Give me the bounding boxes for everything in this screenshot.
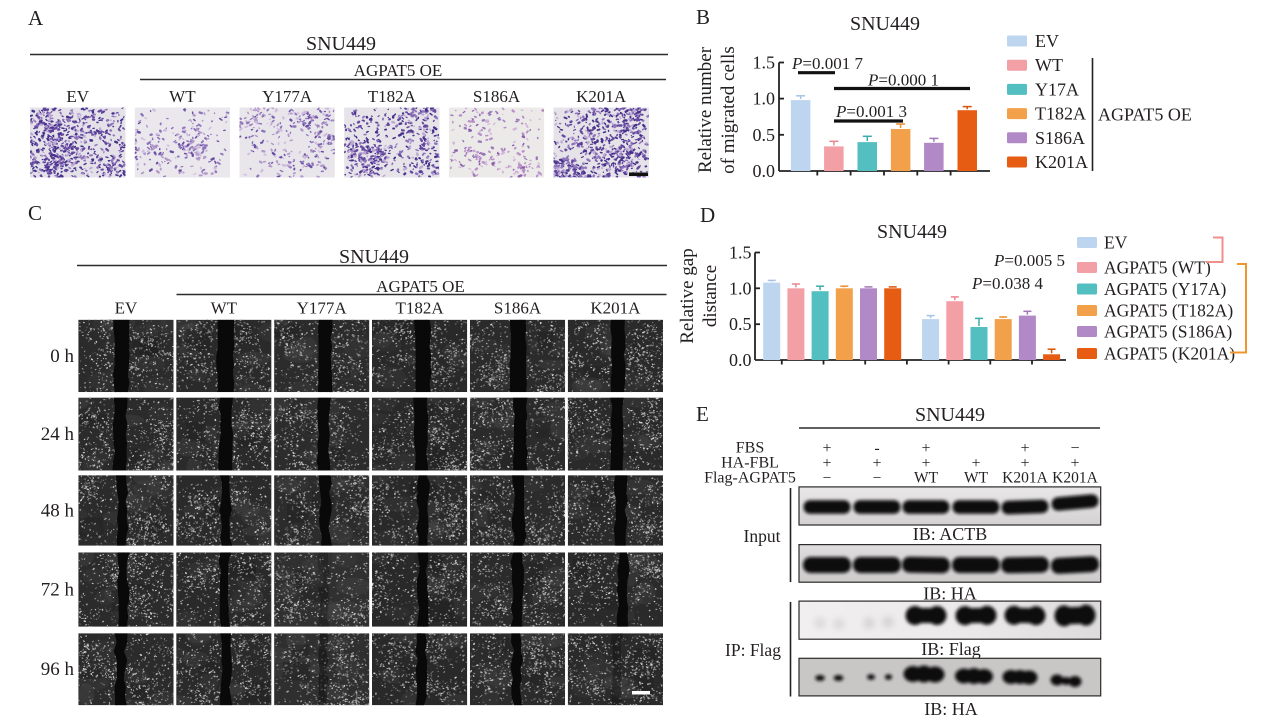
svg-text:HA-FBL: HA-FBL [721, 455, 779, 472]
svg-text:Y17A: Y17A [1035, 79, 1079, 99]
svg-text:AGPAT5 OE: AGPAT5 OE [376, 277, 465, 296]
svg-text:S186A: S186A [1035, 128, 1085, 148]
svg-text:Flag-AGPAT5: Flag-AGPAT5 [704, 470, 796, 487]
svg-text:0 h: 0 h [50, 346, 74, 367]
svg-text:K201A: K201A [1052, 470, 1098, 487]
svg-text:AGPAT5 OE: AGPAT5 OE [354, 61, 443, 80]
svg-text:C: C [28, 201, 42, 225]
svg-text:S186A: S186A [473, 87, 521, 106]
svg-text:A: A [28, 6, 44, 30]
svg-text:P=0.005 5: P=0.005 5 [993, 251, 1065, 270]
svg-text:T182A: T182A [1035, 104, 1086, 124]
svg-text:0.0: 0.0 [753, 161, 776, 181]
svg-text:SNU449: SNU449 [915, 404, 985, 426]
svg-text:AGPAT5 (T182A): AGPAT5 (T182A) [1104, 301, 1233, 321]
svg-text:WT: WT [914, 470, 939, 487]
svg-text:E: E [696, 402, 709, 426]
svg-text:AGPAT5 (S186A): AGPAT5 (S186A) [1104, 322, 1232, 342]
svg-text:P=0.001 7: P=0.001 7 [791, 54, 863, 73]
svg-text:EV: EV [1104, 233, 1128, 253]
svg-text:WT: WT [169, 87, 196, 106]
svg-text:SNU449: SNU449 [306, 33, 376, 55]
svg-text:P=0.000 1: P=0.000 1 [867, 71, 939, 90]
svg-text:48 h: 48 h [41, 501, 75, 522]
svg-text:WT: WT [1035, 55, 1063, 75]
svg-text:EV: EV [1035, 31, 1059, 51]
svg-text:P=0.001 3: P=0.001 3 [835, 102, 907, 121]
svg-text:−: − [1070, 440, 1079, 457]
svg-text:1.5: 1.5 [729, 243, 752, 263]
svg-text:D: D [700, 203, 715, 227]
svg-text:24 h: 24 h [41, 424, 75, 445]
svg-text:FBS: FBS [736, 440, 764, 457]
svg-text:Y177A: Y177A [262, 87, 313, 106]
svg-text:1.5: 1.5 [753, 53, 776, 73]
svg-text:T182A: T182A [368, 87, 417, 106]
svg-text:WT: WT [211, 299, 238, 318]
svg-text:SNU449: SNU449 [339, 246, 409, 268]
svg-text:of migrated cells: of migrated cells [718, 46, 739, 174]
svg-text:1.0: 1.0 [729, 278, 752, 298]
svg-text:+: + [921, 455, 930, 472]
svg-text:+: + [872, 455, 881, 472]
svg-text:+: + [921, 440, 930, 457]
svg-text:T182A: T182A [396, 299, 445, 318]
svg-text:distance: distance [700, 265, 721, 327]
svg-text:+: + [971, 455, 980, 472]
svg-text:AGPAT5 (K201A): AGPAT5 (K201A) [1104, 344, 1235, 364]
svg-text:P=0.038 4: P=0.038 4 [971, 274, 1043, 293]
svg-text:96 h: 96 h [41, 659, 75, 680]
svg-text:Y177A: Y177A [297, 299, 348, 318]
svg-text:IB: HA: IB: HA [924, 699, 978, 719]
svg-text:0.5: 0.5 [729, 314, 752, 334]
svg-text:0.0: 0.0 [729, 350, 752, 370]
svg-text:S186A: S186A [494, 299, 542, 318]
svg-text:Relative number: Relative number [695, 46, 716, 173]
svg-text:IB: Flag: IB: Flag [921, 639, 981, 659]
svg-text:K201A: K201A [1002, 470, 1048, 487]
svg-text:IB: ACTB: IB: ACTB [913, 524, 988, 544]
svg-text:B: B [696, 5, 710, 29]
svg-text:EV: EV [66, 87, 89, 106]
svg-text:K201A: K201A [1035, 152, 1088, 172]
svg-text:IP: Flag: IP: Flag [725, 640, 781, 660]
svg-text:−: − [873, 470, 882, 487]
svg-text:K201A: K201A [590, 299, 641, 318]
svg-text:+: + [1020, 440, 1029, 457]
svg-text:Input: Input [744, 526, 781, 546]
svg-text:IB: HA: IB: HA [923, 584, 977, 604]
svg-text:−: − [823, 470, 832, 487]
svg-text:EV: EV [115, 299, 138, 318]
svg-text:+: + [1020, 455, 1029, 472]
svg-text:K201A: K201A [576, 87, 627, 106]
svg-text:AGPAT5 OE: AGPAT5 OE [1098, 105, 1192, 125]
svg-text:+: + [822, 455, 831, 472]
svg-text:1.0: 1.0 [753, 89, 776, 109]
svg-text:SNU449: SNU449 [850, 13, 920, 35]
svg-text:AGPAT5 (WT): AGPAT5 (WT) [1104, 258, 1211, 278]
svg-text:72 h: 72 h [41, 580, 75, 601]
svg-text:+: + [822, 440, 831, 457]
svg-text:Relative gap: Relative gap [677, 248, 698, 344]
svg-text:+: + [1070, 455, 1079, 472]
svg-text:0.5: 0.5 [753, 125, 776, 145]
svg-text:AGPAT5 (Y17A): AGPAT5 (Y17A) [1104, 279, 1227, 299]
svg-text:SNU449: SNU449 [877, 221, 947, 243]
svg-text:WT: WT [964, 470, 989, 487]
svg-text:-: - [874, 440, 879, 457]
